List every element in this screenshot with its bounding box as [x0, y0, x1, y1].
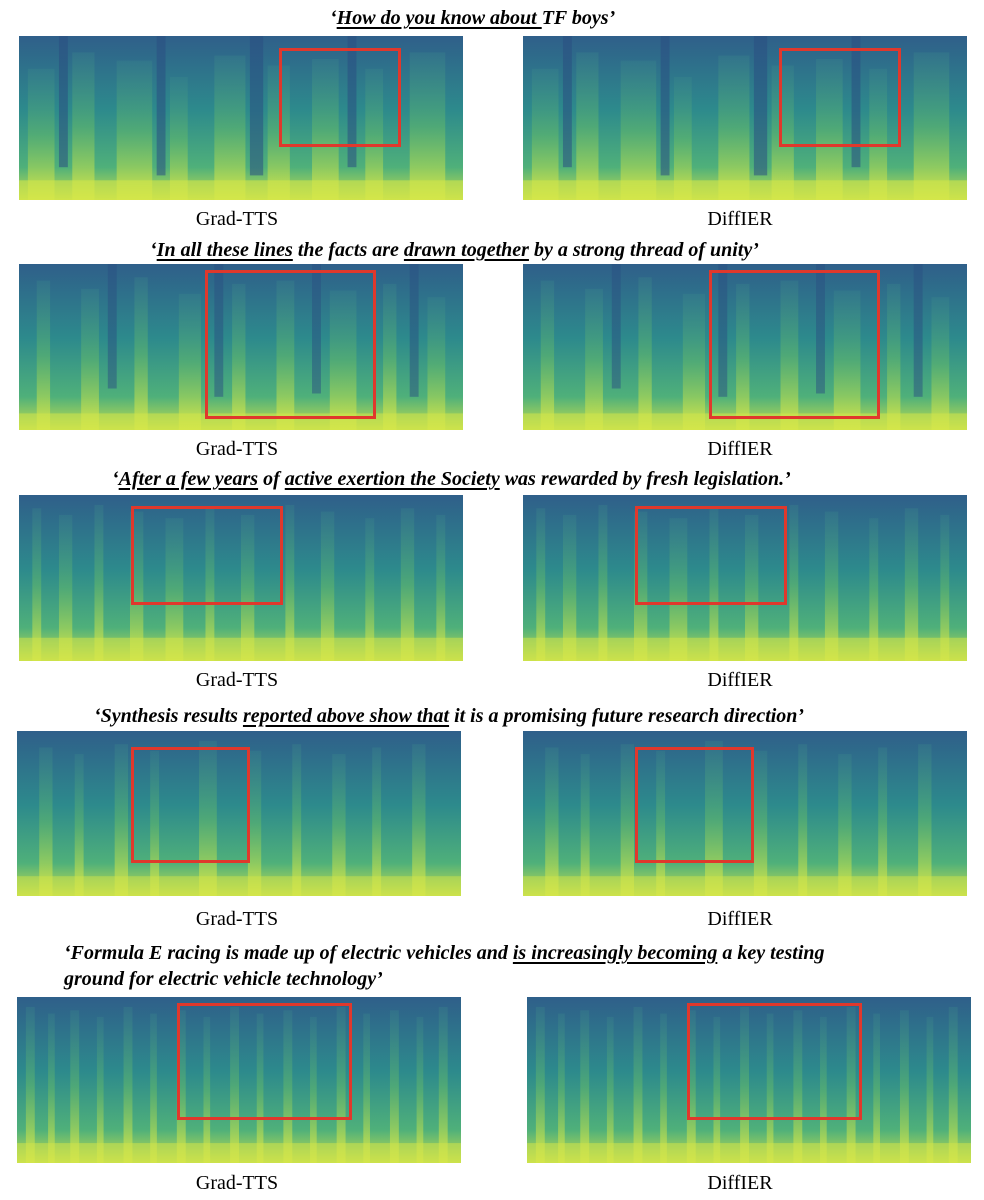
method-label-grad-tts: Grad-TTS: [195, 669, 279, 691]
method-label-diffier: DiffIER: [707, 908, 773, 930]
method-label-diffier: DiffIER: [707, 438, 773, 460]
sentence-text: was rewarded by fresh legislation.’: [499, 468, 791, 490]
sentence-caption-1: ‘How do you know about TF boys’: [330, 5, 615, 31]
highlight-box: [131, 747, 250, 863]
underlined-phrase: How do you know about: [336, 7, 542, 29]
highlight-box: [687, 1003, 862, 1120]
method-label-diffier: DiffIER: [707, 669, 773, 691]
sentence-text: a key testing: [717, 942, 825, 964]
highlight-box: [177, 1003, 352, 1120]
sentence-caption-2: ‘In all these lines the facts are drawn …: [150, 237, 759, 263]
sentence-text: ‘: [150, 239, 157, 261]
highlight-box: [205, 270, 376, 419]
sentence-text: it is a promising future research direct…: [449, 705, 805, 727]
sentence-text: by a strong thread of unity’: [528, 239, 759, 261]
sentence-caption-5-line2: ground for electric vehicle technology’: [64, 968, 383, 990]
highlight-box: [635, 506, 787, 605]
highlight-box: [279, 48, 401, 147]
method-label-grad-tts: Grad-TTS: [195, 208, 279, 230]
underlined-phrase: active exertion the Society: [284, 468, 500, 490]
underlined-phrase: reported above show that: [242, 705, 450, 727]
sentence-text: ‘: [330, 7, 337, 29]
sentence-caption-3: ‘After a few years of active exertion th…: [112, 466, 791, 492]
sentence-caption-4: ‘Synthesis results reported above show t…: [94, 703, 804, 729]
sentence-text: the facts are: [292, 239, 404, 261]
sentence-text: ‘: [112, 468, 119, 490]
method-label-diffier: DiffIER: [707, 1172, 773, 1194]
sentence-text: ‘Formula E racing is made up of electric…: [64, 942, 513, 964]
underlined-phrase: After a few years: [118, 468, 259, 490]
sentence-text: ‘Synthesis results: [94, 705, 243, 727]
method-label-grad-tts: Grad-TTS: [195, 1172, 279, 1194]
sentence-text: TF boys’: [541, 7, 616, 29]
method-label-grad-tts: Grad-TTS: [195, 438, 279, 460]
underlined-phrase: is increasingly becoming: [512, 942, 718, 964]
sentence-caption-5: ‘Formula E racing is made up of electric…: [64, 940, 825, 966]
underlined-phrase: drawn together: [403, 239, 529, 261]
underlined-phrase: In all these lines: [156, 239, 293, 261]
highlight-box: [131, 506, 283, 605]
highlight-box: [779, 48, 901, 147]
highlight-box: [635, 747, 754, 863]
highlight-box: [709, 270, 880, 419]
sentence-text: of: [258, 468, 285, 490]
method-label-diffier: DiffIER: [707, 208, 773, 230]
method-label-grad-tts: Grad-TTS: [195, 908, 279, 930]
